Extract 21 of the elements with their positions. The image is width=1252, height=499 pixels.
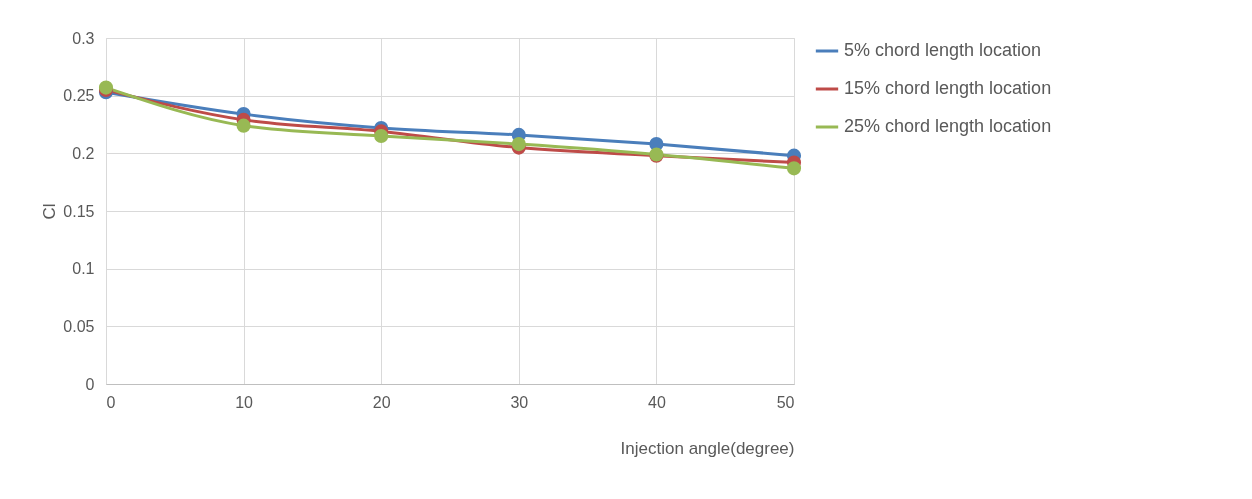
legend-label: 15% chord length location bbox=[844, 78, 1052, 98]
y-tick-label: 0.2 bbox=[72, 144, 95, 162]
x-tick-label: 20 bbox=[372, 393, 391, 411]
point bbox=[374, 128, 389, 144]
y-tick-label: 0.3 bbox=[72, 29, 95, 47]
y-tick-label: 0.1 bbox=[72, 260, 95, 278]
x-tick-label: 10 bbox=[235, 393, 254, 411]
point bbox=[786, 161, 802, 176]
x-axis-title: Injection angle(degree) bbox=[620, 438, 795, 458]
legend-label: 5% chord length location bbox=[844, 40, 1042, 60]
y-axis-title: Cl bbox=[40, 203, 60, 220]
y-tick-label: 0.05 bbox=[63, 317, 95, 335]
legend-label: 25% chord length location bbox=[844, 116, 1052, 136]
x-tick-label: 0 bbox=[106, 393, 116, 411]
y-tick-label: 0 bbox=[85, 375, 95, 393]
x-tick-label: 40 bbox=[648, 393, 666, 411]
y-tick-label: 0.25 bbox=[63, 87, 95, 105]
y-tick-label: 0.15 bbox=[63, 202, 95, 220]
point bbox=[236, 118, 251, 133]
x-tick-label: 50 bbox=[776, 393, 795, 411]
x-tick-label: 30 bbox=[510, 393, 529, 411]
